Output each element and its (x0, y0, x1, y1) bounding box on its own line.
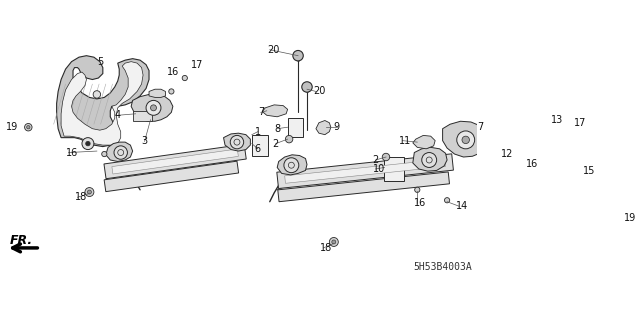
Text: 6: 6 (255, 144, 261, 154)
Text: 8: 8 (274, 124, 280, 134)
Polygon shape (61, 62, 143, 145)
Circle shape (565, 119, 570, 124)
Circle shape (332, 240, 336, 244)
Text: 2: 2 (273, 139, 279, 148)
Text: 15: 15 (582, 166, 595, 176)
Polygon shape (511, 94, 553, 175)
Text: 4: 4 (115, 110, 121, 120)
Circle shape (330, 237, 339, 246)
Circle shape (415, 187, 420, 192)
Circle shape (102, 151, 107, 157)
Polygon shape (489, 120, 511, 131)
Polygon shape (262, 105, 287, 117)
Bar (132, 111, 152, 121)
Polygon shape (316, 121, 331, 135)
Circle shape (519, 157, 524, 163)
Circle shape (422, 153, 436, 167)
Circle shape (444, 198, 450, 203)
Bar (385, 157, 404, 181)
Text: 2: 2 (372, 155, 379, 165)
Polygon shape (285, 159, 445, 183)
Polygon shape (277, 155, 307, 175)
Polygon shape (548, 112, 578, 226)
Circle shape (24, 124, 32, 131)
Circle shape (85, 188, 94, 196)
Text: 13: 13 (552, 115, 564, 125)
Circle shape (146, 100, 161, 115)
Text: 5: 5 (97, 57, 103, 67)
Bar (252, 135, 268, 156)
Circle shape (616, 209, 621, 215)
Text: 3: 3 (141, 136, 148, 146)
Circle shape (88, 190, 92, 194)
Circle shape (182, 76, 188, 81)
Circle shape (150, 105, 156, 111)
Text: 16: 16 (526, 159, 538, 170)
Polygon shape (112, 149, 238, 174)
Text: 19: 19 (6, 122, 18, 132)
Polygon shape (484, 143, 500, 156)
Circle shape (293, 51, 303, 61)
Polygon shape (104, 161, 239, 192)
Circle shape (530, 167, 534, 171)
Circle shape (526, 163, 538, 175)
Text: 18: 18 (321, 243, 333, 253)
Polygon shape (443, 121, 489, 157)
Circle shape (114, 146, 127, 159)
Bar (287, 117, 303, 137)
Text: FR.: FR. (10, 234, 33, 247)
Polygon shape (104, 144, 246, 179)
Polygon shape (554, 115, 575, 217)
Text: 10: 10 (372, 164, 385, 174)
Text: 16: 16 (65, 148, 78, 157)
Polygon shape (516, 99, 548, 166)
Polygon shape (538, 100, 553, 111)
Text: 20: 20 (267, 45, 279, 55)
Polygon shape (223, 133, 250, 151)
Polygon shape (413, 147, 447, 171)
Circle shape (93, 91, 100, 98)
Circle shape (169, 89, 174, 94)
Text: 17: 17 (573, 118, 586, 128)
Polygon shape (106, 142, 132, 162)
Text: 19: 19 (625, 213, 637, 223)
Circle shape (285, 135, 293, 143)
Text: 16: 16 (414, 198, 426, 208)
Polygon shape (277, 154, 453, 188)
Text: 18: 18 (74, 192, 87, 202)
Text: 16: 16 (167, 67, 179, 77)
Polygon shape (56, 56, 149, 147)
Circle shape (86, 141, 90, 146)
Polygon shape (413, 135, 435, 149)
Circle shape (462, 136, 469, 144)
Circle shape (27, 125, 30, 129)
Polygon shape (278, 172, 449, 202)
Polygon shape (149, 89, 165, 97)
Circle shape (382, 153, 390, 161)
Text: 1: 1 (255, 127, 261, 137)
Text: 5H53B4003A: 5H53B4003A (413, 262, 472, 272)
Text: 14: 14 (456, 201, 468, 211)
Text: 7: 7 (258, 107, 264, 117)
Circle shape (82, 138, 94, 149)
Circle shape (230, 135, 244, 149)
Text: 12: 12 (500, 149, 513, 159)
Polygon shape (131, 94, 173, 121)
Circle shape (284, 158, 299, 173)
Text: 20: 20 (313, 86, 325, 96)
Text: 17: 17 (191, 60, 203, 70)
Text: 7: 7 (477, 122, 483, 132)
Text: 9: 9 (334, 122, 340, 132)
Circle shape (457, 131, 475, 149)
Text: 11: 11 (399, 136, 412, 146)
Circle shape (302, 82, 312, 92)
